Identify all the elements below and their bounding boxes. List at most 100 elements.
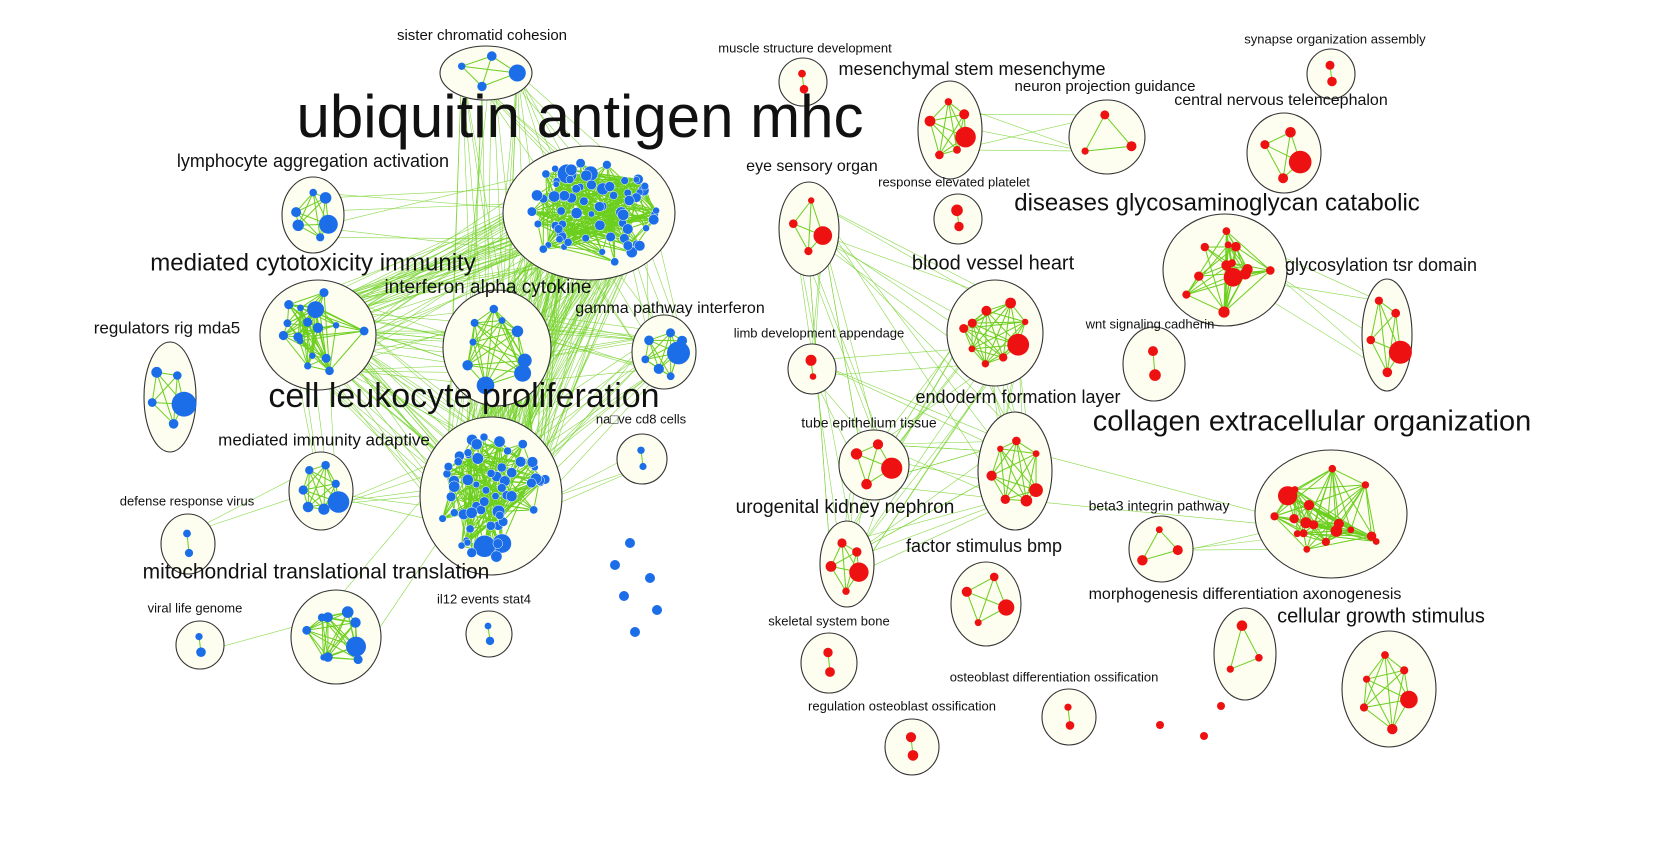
network-node[interactable] — [171, 391, 197, 417]
network-node[interactable] — [1032, 450, 1040, 457]
network-node[interactable] — [463, 448, 473, 457]
network-node[interactable] — [552, 180, 560, 188]
network-node[interactable] — [620, 176, 629, 185]
network-node[interactable] — [511, 325, 524, 337]
network-node[interactable] — [565, 163, 578, 176]
network-node[interactable] — [1226, 665, 1234, 673]
network-node[interactable] — [667, 341, 690, 365]
network-node[interactable] — [284, 300, 294, 310]
network-node[interactable] — [598, 248, 606, 256]
singleton-node[interactable] — [652, 605, 662, 615]
network-node[interactable] — [490, 550, 503, 563]
network-node[interactable] — [959, 324, 969, 333]
cluster-urogen[interactable] — [819, 520, 875, 608]
network-node[interactable] — [515, 456, 527, 468]
network-node[interactable] — [492, 538, 503, 549]
network-node[interactable] — [325, 366, 334, 376]
network-node[interactable] — [514, 364, 532, 382]
network-node[interactable] — [469, 338, 477, 346]
network-node[interactable] — [570, 207, 583, 219]
network-node[interactable] — [571, 184, 581, 194]
network-node[interactable] — [498, 317, 506, 324]
network-node[interactable] — [1029, 483, 1043, 497]
network-node[interactable] — [309, 352, 316, 359]
network-node[interactable] — [823, 647, 833, 658]
network-node[interactable] — [653, 363, 664, 374]
network-node[interactable] — [305, 466, 314, 475]
network-node[interactable] — [496, 462, 507, 473]
network-node[interactable] — [1182, 290, 1191, 299]
network-node[interactable] — [1221, 260, 1232, 271]
network-node[interactable] — [298, 485, 308, 495]
network-node[interactable] — [457, 541, 466, 550]
network-node[interactable] — [505, 490, 518, 502]
network-node[interactable] — [981, 305, 992, 316]
network-node[interactable] — [961, 586, 972, 597]
network-node[interactable] — [481, 486, 491, 495]
network-node[interactable] — [346, 636, 366, 657]
network-node[interactable] — [605, 231, 616, 242]
cluster-bmp[interactable] — [950, 561, 1022, 647]
network-node[interactable] — [594, 201, 605, 212]
cluster-medadapt[interactable] — [288, 451, 354, 531]
network-node[interactable] — [316, 233, 325, 242]
network-node[interactable] — [1288, 150, 1312, 174]
network-node[interactable] — [319, 288, 329, 298]
network-node[interactable] — [319, 192, 332, 204]
network-node[interactable] — [195, 633, 203, 641]
network-node[interactable] — [842, 587, 850, 595]
cluster-tube[interactable] — [838, 429, 910, 501]
singleton-node[interactable] — [610, 560, 620, 570]
network-node[interactable] — [173, 371, 182, 380]
network-node[interactable] — [322, 612, 333, 623]
network-node[interactable] — [1012, 436, 1021, 446]
network-node[interactable] — [1381, 651, 1389, 659]
network-node[interactable] — [278, 330, 288, 341]
network-node[interactable] — [953, 146, 961, 154]
network-node[interactable] — [341, 606, 354, 618]
network-node[interactable] — [581, 234, 590, 243]
network-node[interactable] — [458, 62, 466, 70]
network-node[interactable] — [850, 448, 863, 460]
network-node[interactable] — [1222, 227, 1231, 236]
network-node[interactable] — [503, 446, 512, 456]
network-node[interactable] — [495, 510, 505, 520]
network-node[interactable] — [1303, 500, 1315, 511]
network-node[interactable] — [553, 224, 564, 234]
cluster-beta3[interactable] — [1128, 515, 1194, 583]
network-node[interactable] — [1333, 518, 1344, 529]
network-node[interactable] — [639, 462, 647, 471]
network-node[interactable] — [677, 335, 688, 346]
network-node[interactable] — [999, 353, 1008, 362]
network-node[interactable] — [804, 247, 813, 256]
network-node[interactable] — [184, 548, 194, 558]
network-node[interactable] — [642, 224, 650, 232]
network-node[interactable] — [463, 538, 472, 547]
network-node[interactable] — [632, 176, 640, 184]
network-node[interactable] — [1155, 526, 1163, 534]
network-node[interactable] — [586, 179, 597, 191]
network-node[interactable] — [471, 452, 484, 465]
network-node[interactable] — [350, 617, 361, 628]
network-node[interactable] — [924, 115, 936, 127]
network-node[interactable] — [989, 572, 999, 582]
network-node[interactable] — [1200, 242, 1210, 252]
cluster-endoderm[interactable] — [977, 411, 1053, 531]
network-node[interactable] — [1400, 666, 1409, 675]
network-node[interactable] — [1300, 517, 1312, 529]
network-node[interactable] — [1388, 340, 1412, 364]
network-node[interactable] — [1266, 266, 1275, 275]
network-node[interactable] — [1382, 367, 1393, 378]
network-node[interactable] — [1299, 529, 1308, 538]
network-node[interactable] — [1366, 531, 1377, 541]
singleton-node[interactable] — [1156, 721, 1164, 729]
network-node[interactable] — [327, 491, 350, 513]
network-node[interactable] — [309, 188, 318, 197]
network-node[interactable] — [551, 164, 559, 173]
network-node[interactable] — [1260, 140, 1270, 150]
network-node[interactable] — [1065, 721, 1075, 730]
network-node[interactable] — [314, 303, 324, 314]
network-node[interactable] — [485, 520, 496, 531]
network-node[interactable] — [981, 360, 990, 368]
network-node[interactable] — [462, 360, 473, 371]
